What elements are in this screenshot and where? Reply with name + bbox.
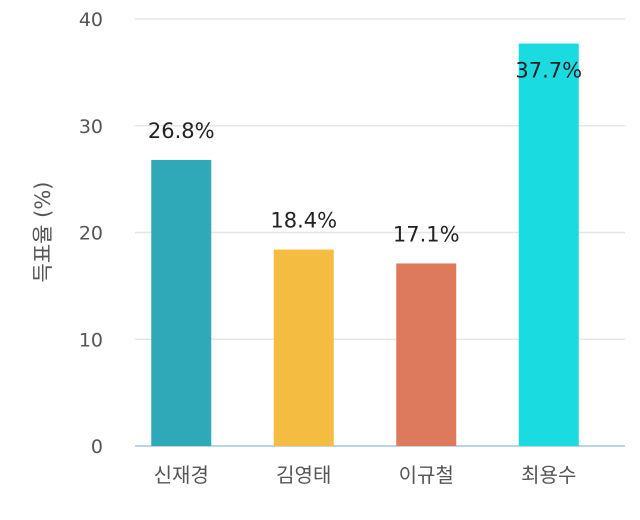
data-label: 26.8% — [148, 119, 215, 143]
bar — [151, 159, 212, 446]
data-label: 37.7% — [515, 59, 582, 83]
x-tick-label: 이규철 — [399, 463, 454, 487]
y-tick-label: 10 — [79, 329, 103, 351]
bars — [151, 43, 579, 447]
y-axis-ticks: 0 10 20 30 40 — [79, 9, 103, 458]
y-tick-label: 20 — [79, 223, 103, 245]
y-axis-label: 득표율 (%) — [31, 182, 55, 283]
bar — [518, 43, 579, 447]
x-tick-label: 최용수 — [521, 463, 576, 487]
data-label: 18.4% — [270, 209, 337, 233]
y-tick-label: 40 — [79, 9, 103, 31]
x-tick-label: 신재경 — [154, 463, 209, 487]
y-tick-label: 30 — [79, 116, 103, 138]
data-label: 17.1% — [393, 222, 460, 246]
bar — [396, 263, 457, 446]
y-tick-label: 0 — [91, 436, 103, 458]
category-labels: 신재경 김영태 이규철 최용수 — [154, 463, 577, 487]
bar — [273, 249, 334, 446]
x-tick-label: 김영태 — [276, 463, 331, 487]
data-labels: 26.8% 18.4% 17.1% 37.7% — [148, 59, 582, 247]
